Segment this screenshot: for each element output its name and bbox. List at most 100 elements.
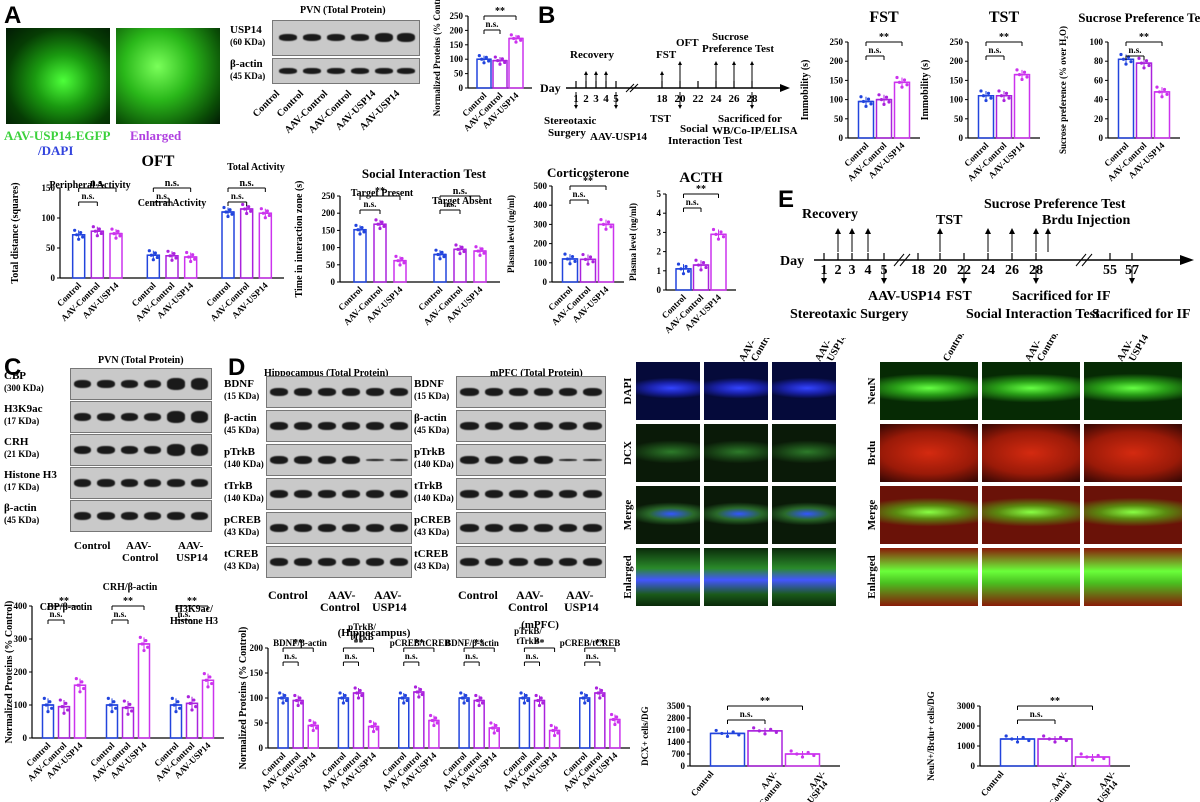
y-tick-label: 200 bbox=[250, 643, 264, 653]
micro-label-dapi: /DAPI bbox=[38, 143, 74, 158]
sig-label: n.s. bbox=[81, 191, 94, 201]
a-band-label-actin: β-actin (45 KDa) bbox=[230, 58, 266, 81]
timeline-tick-label: 24 bbox=[981, 263, 995, 278]
timeline-tick-label: 18 bbox=[911, 263, 925, 278]
data-point bbox=[616, 720, 620, 724]
if1-image-1-0 bbox=[636, 424, 700, 482]
sig-label: ** bbox=[293, 638, 303, 649]
y-axis-label: Normalized Proteins (% Control) bbox=[4, 601, 15, 744]
d-mpfc-blot-0 bbox=[456, 376, 606, 408]
data-point bbox=[676, 262, 681, 266]
c-blot-4 bbox=[70, 500, 212, 532]
sig-label: n.s. bbox=[284, 651, 297, 661]
data-point bbox=[581, 696, 585, 700]
oft-title: OFT bbox=[142, 153, 175, 170]
sig-label: ** bbox=[595, 638, 605, 649]
data-point bbox=[897, 80, 902, 84]
data-point bbox=[503, 60, 507, 65]
data-point bbox=[1042, 734, 1046, 738]
data-point bbox=[731, 730, 735, 734]
data-point bbox=[598, 696, 602, 700]
if1-image-1-2 bbox=[772, 424, 836, 482]
y-axis-label: Normalized Proteins (% Control) bbox=[432, 0, 442, 116]
if1-image-1-1 bbox=[704, 424, 768, 482]
data-point bbox=[189, 259, 193, 264]
sig-label: n.s. bbox=[405, 651, 418, 661]
data-point bbox=[187, 255, 191, 259]
if1-row-label: DAPI bbox=[622, 378, 634, 405]
data-point bbox=[596, 691, 600, 695]
data-point bbox=[224, 210, 228, 214]
data-point bbox=[435, 721, 439, 725]
data-point bbox=[263, 216, 267, 220]
y-axis-label: Plasma level (ng/ml) bbox=[628, 203, 638, 281]
bar bbox=[353, 228, 367, 283]
d-mpfc-aav-control-2: Control bbox=[508, 600, 548, 614]
data-point bbox=[997, 89, 1001, 93]
data-point bbox=[522, 701, 527, 705]
data-point bbox=[534, 693, 538, 698]
data-point bbox=[495, 728, 500, 733]
data-point bbox=[812, 753, 816, 758]
e-day-label: Day bbox=[780, 254, 804, 269]
data-point bbox=[222, 205, 226, 210]
data-point bbox=[174, 256, 178, 260]
b-recovery-label: Recovery bbox=[570, 49, 614, 61]
c-blot-2 bbox=[70, 434, 212, 466]
data-point bbox=[613, 722, 617, 727]
data-point bbox=[112, 700, 116, 704]
if2-image-2-1 bbox=[982, 486, 1080, 544]
data-point bbox=[586, 262, 590, 266]
data-point bbox=[46, 710, 50, 714]
data-point bbox=[609, 225, 613, 229]
data-point bbox=[261, 211, 265, 215]
data-point bbox=[146, 645, 150, 649]
data-point bbox=[1155, 85, 1159, 89]
y-axis-label: NeuN+/Brdu+ cells/DG bbox=[926, 691, 936, 781]
a-blot-title: PVN (Total Protein) bbox=[300, 5, 386, 16]
sig-label: n.s. bbox=[988, 45, 1001, 55]
data-point bbox=[1007, 96, 1011, 100]
sig-label: n.s. bbox=[177, 609, 190, 619]
data-point bbox=[591, 260, 595, 264]
data-point bbox=[482, 61, 486, 65]
if2-col-labels: Control AAV- Control AAV- USP14 bbox=[941, 334, 1151, 364]
c-group-aav-control-2: Control bbox=[122, 552, 159, 564]
data-point bbox=[866, 97, 871, 101]
bar bbox=[398, 697, 410, 749]
sig-label: n.s. bbox=[231, 191, 244, 201]
data-point bbox=[1004, 734, 1008, 738]
data-point bbox=[73, 228, 77, 232]
data-point bbox=[477, 54, 481, 58]
data-point bbox=[398, 263, 402, 267]
data-point bbox=[176, 700, 180, 704]
sit-absent-label: Target Absent bbox=[432, 196, 493, 207]
data-point bbox=[400, 256, 404, 261]
d-mpfc-blot-4 bbox=[456, 512, 606, 544]
data-point bbox=[1137, 56, 1141, 60]
data-point bbox=[126, 712, 130, 716]
data-point bbox=[116, 229, 120, 233]
timeline-tick-label: 2 bbox=[583, 93, 589, 105]
data-point bbox=[375, 727, 379, 731]
data-point bbox=[44, 703, 48, 707]
d-hippo-band-label-5: tCREB (43 KDa) bbox=[224, 548, 260, 571]
data-point bbox=[737, 733, 741, 737]
chart-title: Sucrose Preference Test bbox=[1078, 10, 1200, 25]
c-h3k9ac-label-1: H3K9ac/ bbox=[175, 604, 213, 615]
data-point bbox=[487, 59, 491, 63]
y-axis-label: Immobility (s) bbox=[920, 60, 931, 121]
b-tst-label: TST bbox=[650, 113, 671, 125]
y-tick-label: 50 bbox=[46, 243, 56, 253]
data-point bbox=[1102, 756, 1106, 761]
sig-label: n.s. bbox=[586, 651, 599, 661]
bar bbox=[352, 692, 365, 749]
sig-label: ** bbox=[879, 32, 889, 43]
data-point bbox=[877, 93, 881, 97]
data-point bbox=[769, 727, 773, 731]
data-point bbox=[526, 698, 530, 703]
data-point bbox=[549, 723, 553, 728]
data-point bbox=[340, 696, 344, 700]
data-point bbox=[311, 728, 315, 733]
y-tick-label: 50 bbox=[834, 114, 844, 124]
